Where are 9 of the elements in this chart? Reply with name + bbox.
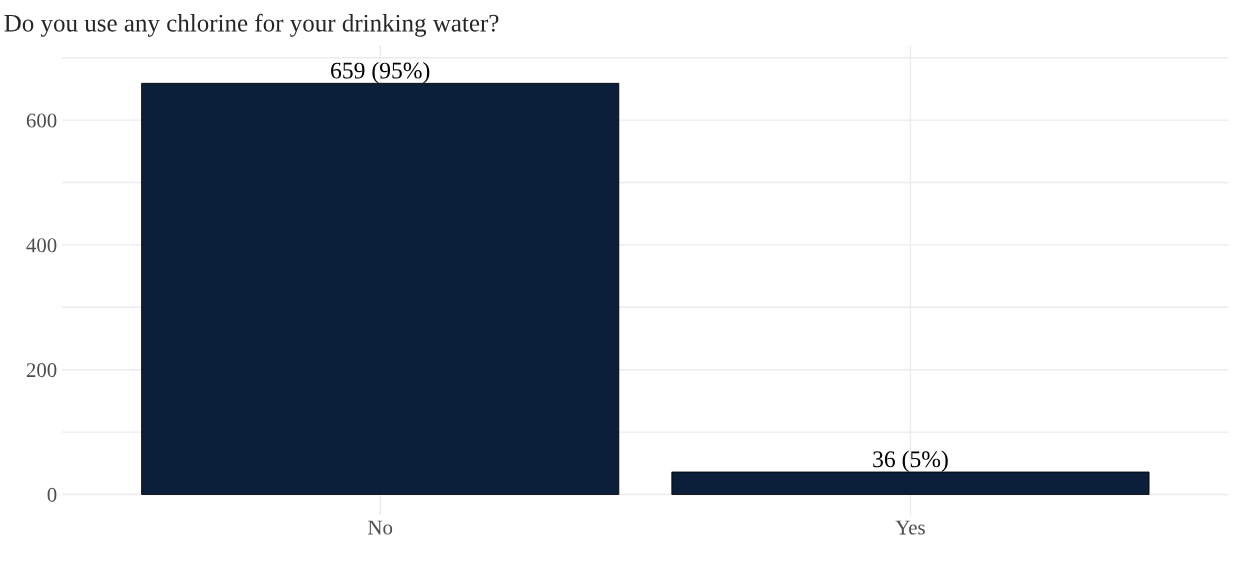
chart-title: Do you use any chlorine for your drinking water? bbox=[4, 13, 499, 37]
y-tick-label: 400 bbox=[26, 238, 57, 253]
y-tick-label: 600 bbox=[26, 113, 57, 128]
y-tick-label: 200 bbox=[26, 363, 57, 378]
y-tick-label: 0 bbox=[47, 487, 57, 502]
data-label: 659 (95%) bbox=[331, 61, 430, 84]
x-tick-label: No bbox=[368, 520, 393, 535]
x-tick-label: Yes bbox=[895, 520, 925, 535]
data-label: 36 (5%) bbox=[873, 450, 948, 473]
